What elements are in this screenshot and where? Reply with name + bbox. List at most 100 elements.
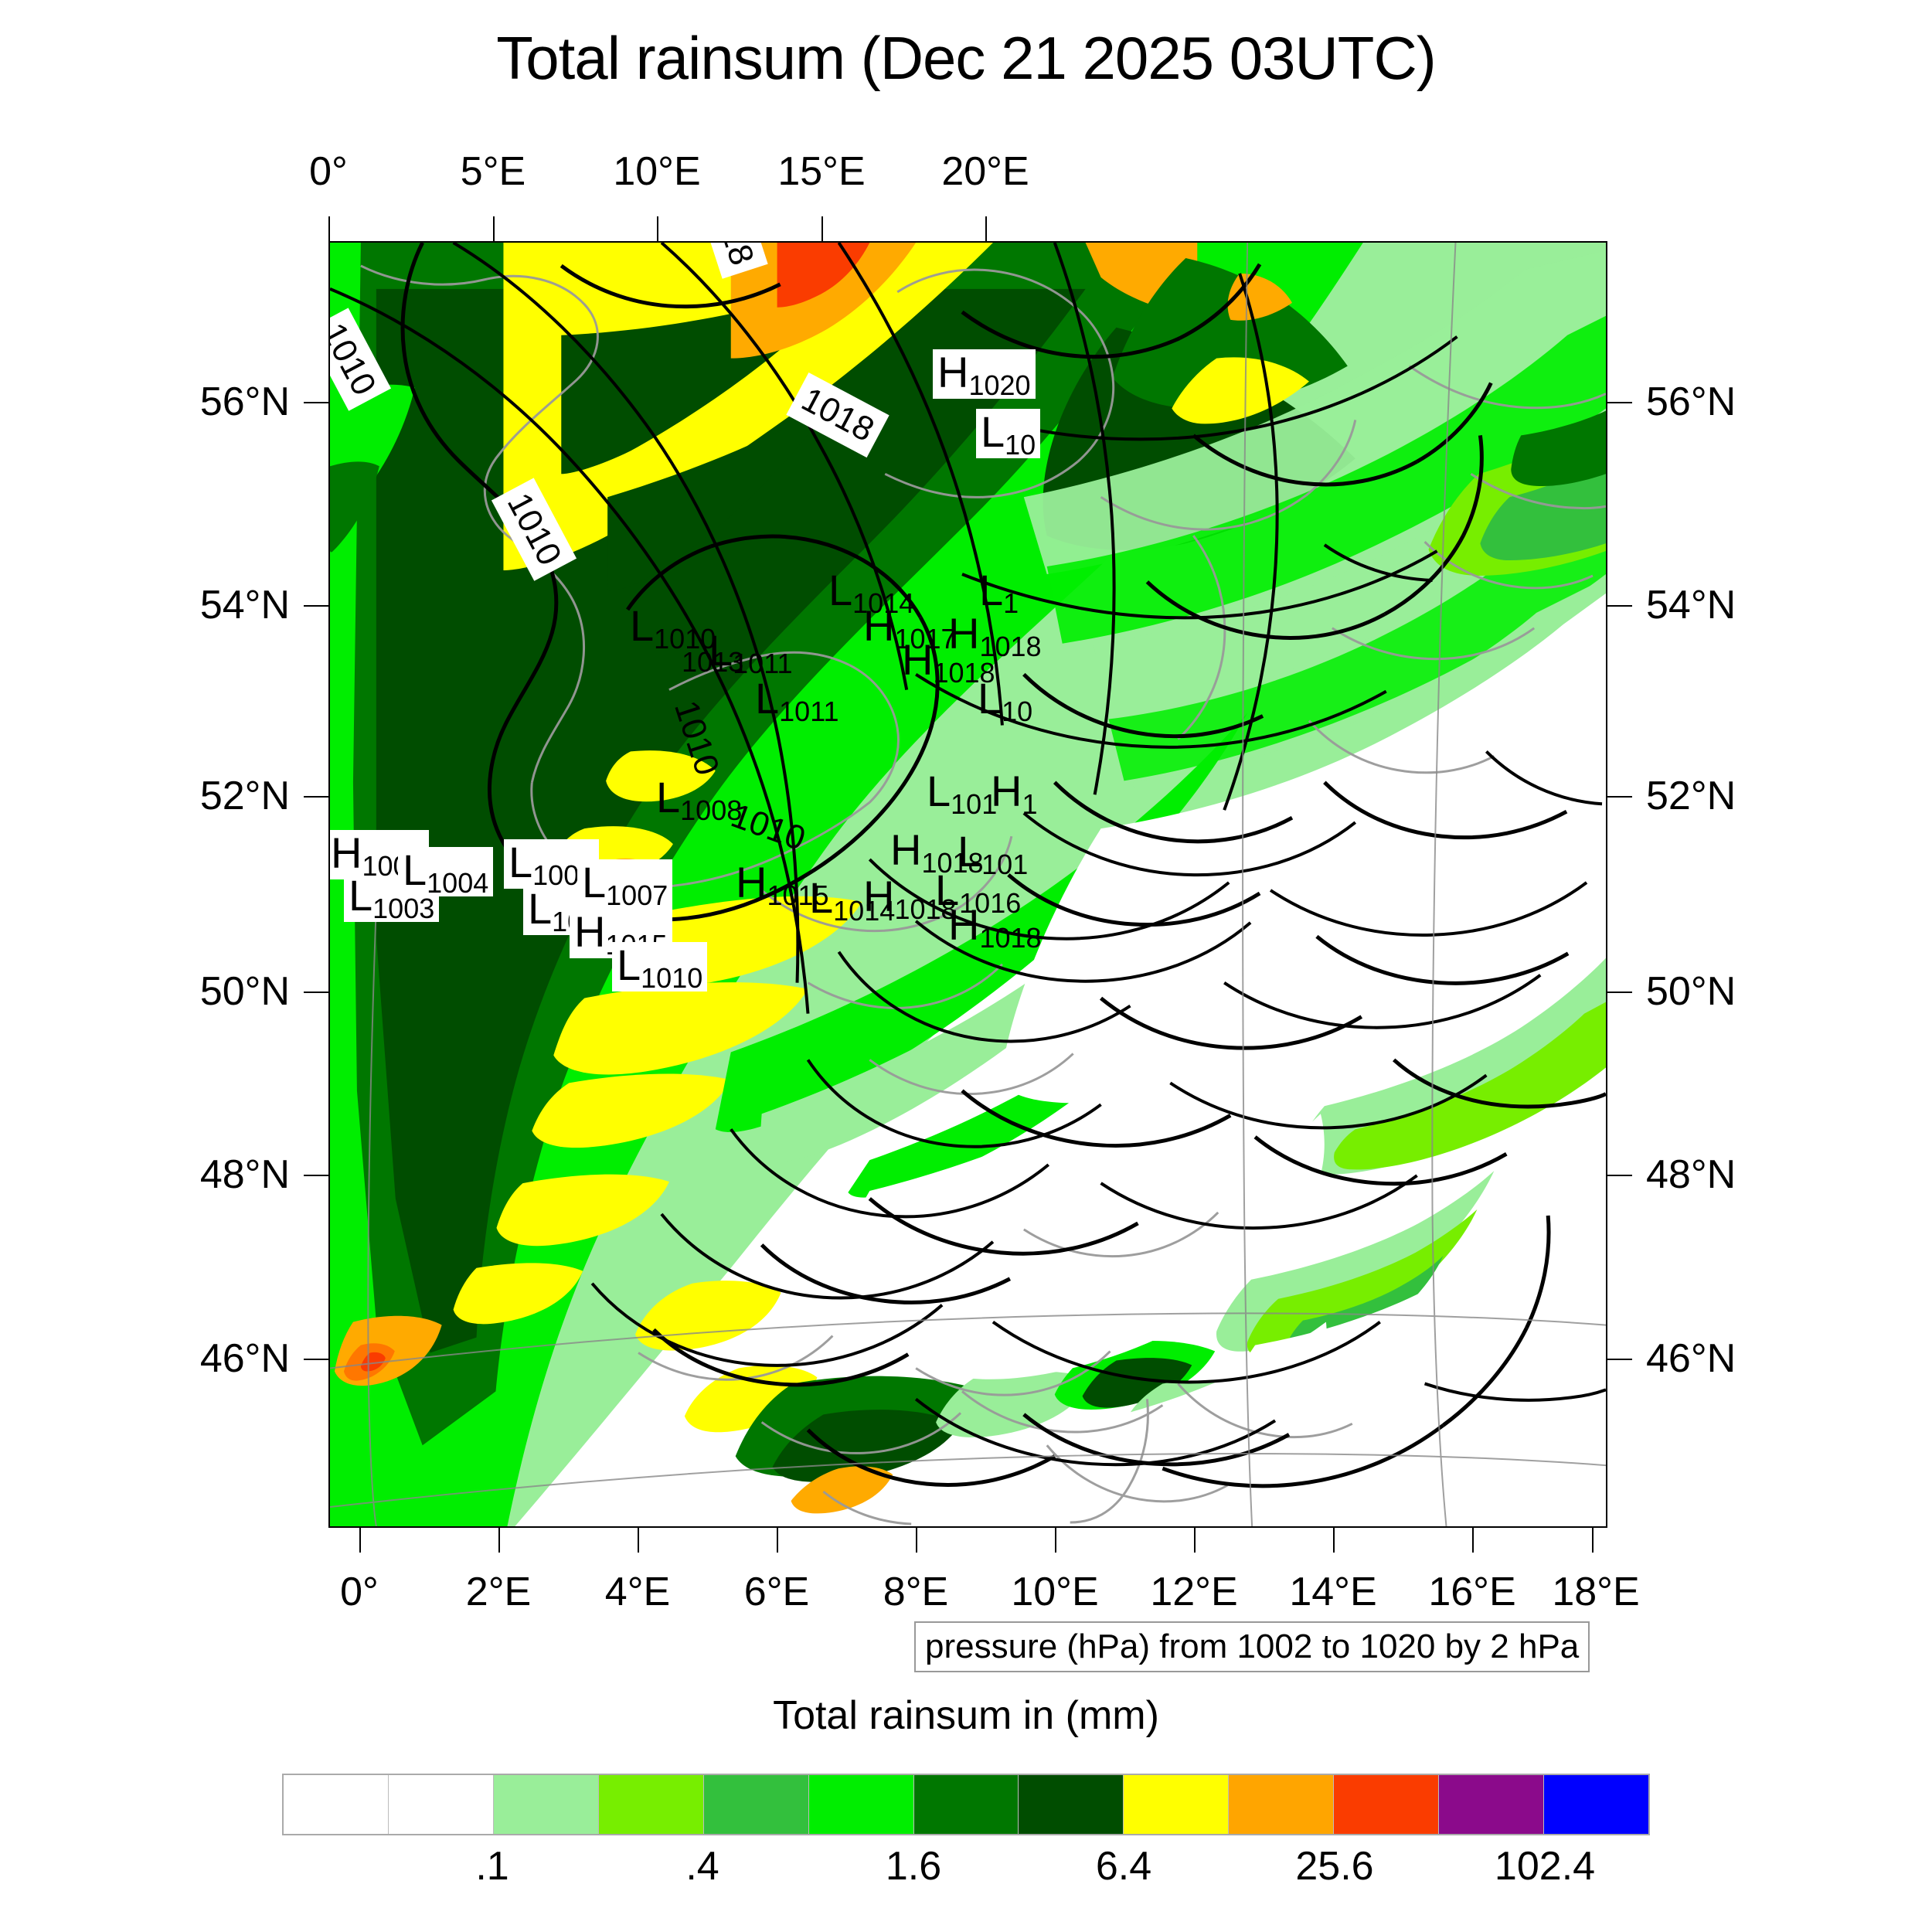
pressure-marker-value: 1014 [833, 895, 896, 927]
colorbar-tick-3: 6.4 [1095, 1844, 1152, 1889]
axis-label-bottom-4: 8°E [883, 1570, 949, 1614]
tick-top-0 [328, 216, 330, 241]
pressure-marker-type: H [890, 825, 922, 874]
axis-label-bottom-7: 14°E [1289, 1570, 1377, 1614]
pressure-marker-H1018-e: H1018 [948, 903, 1042, 952]
pressure-marker-value: 1010 [654, 623, 716, 655]
pressure-marker-L1010: L1010 [630, 604, 716, 653]
axis-label-right-48: 48°N [1646, 1152, 1736, 1197]
pressure-marker-value: 1018 [933, 657, 995, 689]
axis-label-left-54: 54°N [199, 583, 290, 628]
axis-label-bottom-6: 12°E [1150, 1570, 1238, 1614]
pressure-marker-H1015-east: H1015 [736, 858, 829, 910]
tick-right-52 [1607, 796, 1632, 798]
axis-label-right-46: 46°N [1646, 1336, 1736, 1381]
map-plot-area[interactable]: 1010 1010 1018 1018 1010 1010 L1003 H100… [328, 241, 1607, 1528]
pressure-marker-value: 1018 [904, 855, 966, 886]
pressure-marker-value: 101 [981, 849, 1029, 880]
colorbar-tick-1: .4 [685, 1844, 719, 1889]
pressure-marker-H1018-a: H1018 [902, 635, 995, 687]
page-title: Total rainsum (Dec 21 2025 03UTC) [496, 24, 1437, 92]
tick-right-46 [1607, 1359, 1632, 1360]
axis-label-bottom-1: 2°E [465, 1570, 532, 1614]
tick-right-56 [1607, 402, 1632, 403]
axis-label-left-50: 50°N [199, 969, 290, 1014]
axis-label-left-46: 46°N [199, 1336, 290, 1381]
axis-label-top-4: 20°E [941, 149, 1029, 194]
pressure-marker-value: 101 [951, 788, 998, 820]
pressure-marker-L1007: L1007 [577, 858, 673, 911]
pressure-marker-type: H [331, 828, 362, 877]
tick-bottom-8 [1472, 1528, 1474, 1553]
colorbar-segment-1 [388, 1775, 494, 1834]
tick-top-2 [657, 216, 658, 241]
tick-top-3 [821, 216, 823, 241]
pressure-marker-value: 1018 [894, 893, 957, 925]
pressure-marker-value: 1008 [680, 794, 743, 826]
pressure-marker-value: 1018 [979, 922, 1042, 954]
tick-bottom-0 [359, 1528, 361, 1553]
pressure-marker-L1014-north: L1014 [828, 569, 914, 617]
tick-left-56 [304, 402, 328, 403]
pressure-marker-type: L [809, 873, 834, 922]
pressure-marker-type: H [873, 833, 904, 882]
colorbar-segment-0 [284, 1775, 389, 1834]
colorbar-segment-3 [598, 1775, 704, 1834]
axis-label-top-2: 10°E [613, 149, 701, 194]
pressure-marker-type: H [948, 609, 980, 658]
colorbar-segment-4 [703, 1775, 809, 1834]
colorbar-segment-12 [1544, 1775, 1648, 1834]
pressure-marker-value: 1003 [372, 893, 435, 924]
tick-bottom-2 [638, 1528, 639, 1553]
pressure-marker-value: 1017 [894, 623, 957, 655]
pressure-marker-L1013: L1013 [658, 628, 743, 676]
tick-left-54 [304, 605, 328, 607]
pressure-marker-value: 1020 [968, 369, 1031, 401]
axis-label-right-52: 52°N [1646, 774, 1736, 818]
pressure-marker-type: H [736, 858, 767, 906]
pressure-marker-L1-edge: L1 [979, 569, 1019, 617]
pressure-marker-type: H [937, 348, 969, 396]
pressure-marker-type: L [709, 626, 733, 675]
pressure-marker-L1011-upper: L1011 [709, 626, 793, 678]
pressure-marker-H1020: H1020 [933, 348, 1036, 401]
pressure-marker-type: L [935, 866, 960, 914]
axis-label-top-3: 15°E [777, 149, 866, 194]
pressure-marker-type: L [582, 858, 607, 906]
pressure-marker-type: H [902, 635, 934, 684]
tick-bottom-5 [1055, 1528, 1056, 1553]
pressure-marker-L101-edge: L101 [927, 770, 997, 818]
pressure-marker-value: 1 [1022, 788, 1038, 820]
pressure-marker-value: 10 [1002, 696, 1033, 727]
axis-label-right-50: 50°N [1646, 969, 1736, 1014]
pressure-legend: pressure (hPa) from 1002 to 1020 by 2 hP… [914, 1621, 1590, 1672]
pressure-marker-type: H [863, 872, 895, 920]
colorbar-tick-4: 25.6 [1295, 1844, 1374, 1889]
colorbar[interactable] [282, 1774, 1650, 1835]
colorbar-segment-2 [493, 1775, 599, 1834]
pressure-marker-value: 1013 [682, 646, 744, 678]
pressure-marker-type: L [981, 407, 1005, 456]
tick-top-4 [985, 216, 987, 241]
pressure-marker-type: L [957, 827, 982, 876]
pressure-marker-L1008: L1008 [656, 773, 742, 825]
pressure-marker-H1018-c: H1018 [890, 825, 984, 877]
pressure-marker-value: 1018 [921, 847, 984, 879]
tick-left-50 [304, 992, 328, 993]
pressure-marker-value: 1016 [959, 887, 1022, 919]
colorbar-segment-9 [1229, 1775, 1335, 1834]
pressure-marker-L1004: L1004 [398, 845, 494, 897]
pressure-marker-type: H [574, 907, 606, 956]
tick-right-54 [1607, 605, 1632, 607]
pressure-marker-value: 1007 [606, 879, 668, 911]
pressure-marker-L1011-lower: L1011 [755, 677, 839, 726]
tick-left-48 [304, 1175, 328, 1176]
pressure-marker-type: L [403, 845, 427, 894]
colorbar-tick-0: .1 [475, 1844, 509, 1889]
pressure-marker-value: 1018 [979, 631, 1042, 662]
pressure-marker-type: L [656, 773, 681, 821]
tick-bottom-6 [1194, 1528, 1196, 1553]
axis-label-left-48: 48°N [199, 1152, 290, 1197]
axis-label-top-1: 5°E [460, 149, 526, 194]
colorbar-segment-11 [1439, 1775, 1545, 1834]
